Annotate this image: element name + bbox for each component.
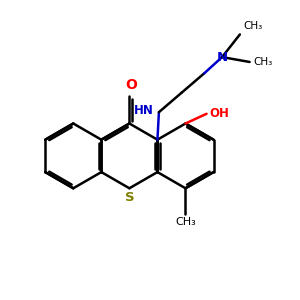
Text: N: N <box>217 51 228 64</box>
Text: CH₃: CH₃ <box>175 217 196 226</box>
Text: HN: HN <box>134 104 154 117</box>
Text: OH: OH <box>209 107 230 120</box>
Text: CH₃: CH₃ <box>253 57 272 67</box>
Text: S: S <box>124 191 134 204</box>
Text: CH₃: CH₃ <box>243 21 263 31</box>
Text: O: O <box>125 78 137 92</box>
